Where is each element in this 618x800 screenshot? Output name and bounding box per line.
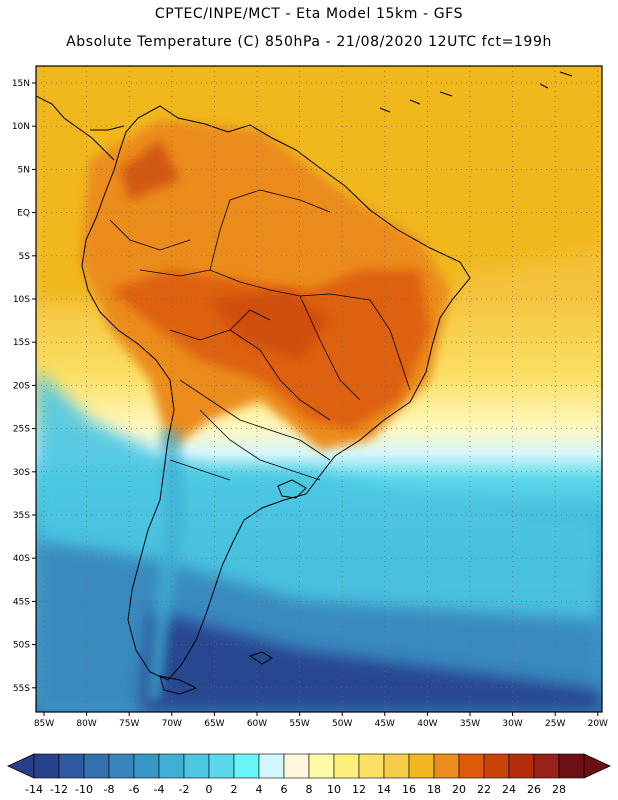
- colorbar-swatch: [358, 753, 385, 779]
- lat-label: 35S: [13, 511, 30, 521]
- colorbar-swatch: [458, 753, 485, 779]
- lon-label: 30W: [502, 719, 522, 729]
- lon-label: 65W: [204, 719, 224, 729]
- colorbar-label: -4: [154, 783, 165, 796]
- rio-de-la-plata-outline: [277, 479, 307, 499]
- colorbar-swatch: [308, 753, 335, 779]
- map-title-line2: Absolute Temperature (C) 850hPa - 21/08/…: [66, 34, 552, 50]
- tierra-del-fuego-outline: [159, 675, 198, 695]
- colorbar-label: 10: [327, 783, 341, 796]
- lat-label: 50S: [13, 641, 30, 651]
- map-frame: [35, 65, 603, 713]
- lat-label: 40S: [13, 554, 30, 564]
- colorbar-swatch: [33, 753, 60, 779]
- lat-label: 10S: [13, 295, 30, 305]
- colorbar-label: -10: [75, 783, 93, 796]
- lat-label: EQ: [17, 209, 30, 219]
- lon-label: 80W: [76, 719, 96, 729]
- lon-label: 35W: [460, 719, 480, 729]
- colorbar-label: 12: [352, 783, 366, 796]
- colorbar-label: 28: [552, 783, 566, 796]
- colorbar-label: 16: [402, 783, 416, 796]
- colorbar-swatch: [158, 753, 185, 779]
- axis-ticks: [32, 82, 599, 716]
- lon-label: 20W: [588, 719, 608, 729]
- colorbar-swatch: [483, 753, 510, 779]
- coastlines: [36, 71, 573, 695]
- lat-label: 15N: [12, 79, 30, 89]
- lat-label: 20S: [13, 381, 30, 391]
- lat-label: 55S: [13, 684, 30, 694]
- central-america-outline: [36, 95, 125, 161]
- colorbar-swatch: [83, 753, 110, 779]
- colorbar-under-arrow: [7, 753, 35, 779]
- colorbar-swatch: [258, 753, 285, 779]
- colorbar-label: -6: [129, 783, 140, 796]
- colorbar-swatch: [133, 753, 160, 779]
- colorbar-label: 24: [502, 783, 516, 796]
- colorbar-swatch: [333, 753, 360, 779]
- map-title-line1: CPTEC/INPE/MCT - Eta Model 15km - GFS: [154, 6, 464, 22]
- colorbar-swatch: [508, 753, 535, 779]
- south-america-outline: [81, 105, 471, 681]
- lat-label: 5S: [19, 252, 31, 262]
- falkland-islands-outline: [248, 651, 273, 665]
- colorbar-label: 0: [206, 783, 213, 796]
- colorbar-label: 8: [306, 783, 313, 796]
- colorbar-label: 6: [281, 783, 288, 796]
- lon-label: 50W: [332, 719, 352, 729]
- lon-label: 40W: [417, 719, 437, 729]
- longitude-labels: 85W 80W 75W 70W 65W 60W 55W 50W 45W 40W 35W 30W 25W 2…: [34, 719, 608, 729]
- colorbar-label: 26: [527, 783, 541, 796]
- lat-label: 15S: [13, 338, 30, 348]
- colorbar-label: 20: [452, 783, 466, 796]
- temperature-field: [36, 66, 602, 712]
- lon-label: 55W: [289, 719, 309, 729]
- colorbar-swatch: [283, 753, 310, 779]
- colorbar-swatch: [233, 753, 260, 779]
- lat-label: 10N: [12, 122, 30, 132]
- colorbar-swatch: [558, 753, 585, 779]
- colorbar-swatch: [58, 753, 85, 779]
- colorbar-label: 14: [377, 783, 391, 796]
- lat-label: 5N: [18, 165, 30, 175]
- colorbar-label: 2: [231, 783, 238, 796]
- colorbar-swatch: [383, 753, 410, 779]
- colorbar-swatch: [208, 753, 235, 779]
- colorbar-label: -8: [104, 783, 115, 796]
- colorbar-swatch: [433, 753, 460, 779]
- lon-label: 85W: [34, 719, 54, 729]
- colorbar-swatch: [183, 753, 210, 779]
- colorbar-label: -14: [25, 783, 43, 796]
- colorbar: -14 -12 -10 -8 -6 -4 -2 0 2 4 6 8 10 12 14 16 18 20 22 24 26…: [7, 753, 611, 796]
- colorbar-label: 22: [477, 783, 491, 796]
- lat-label: 45S: [13, 597, 30, 607]
- lon-label: 45W: [375, 719, 395, 729]
- colorbar-label: 4: [256, 783, 263, 796]
- colorbar-label: 18: [427, 783, 441, 796]
- colorbar-swatch: [408, 753, 435, 779]
- country-borders: [109, 189, 411, 481]
- caribbean-islands-outline: [379, 71, 573, 113]
- colorbar-swatch: [533, 753, 560, 779]
- lat-label: 25S: [13, 425, 30, 435]
- colorbar-label: -2: [179, 783, 190, 796]
- colorbar-over-arrow: [583, 753, 611, 779]
- colorbar-swatch: [108, 753, 135, 779]
- colorbar-label: -12: [50, 783, 68, 796]
- lon-label: 70W: [162, 719, 182, 729]
- lon-label: 25W: [545, 719, 565, 729]
- lon-label: 75W: [119, 719, 139, 729]
- lon-label: 60W: [247, 719, 267, 729]
- lat-label: 30S: [13, 468, 30, 478]
- latitude-labels: 15N 10N 5N EQ 5S 10S 15S 20S 25S 30S 35S 40S 45S 50S 5…: [12, 79, 30, 694]
